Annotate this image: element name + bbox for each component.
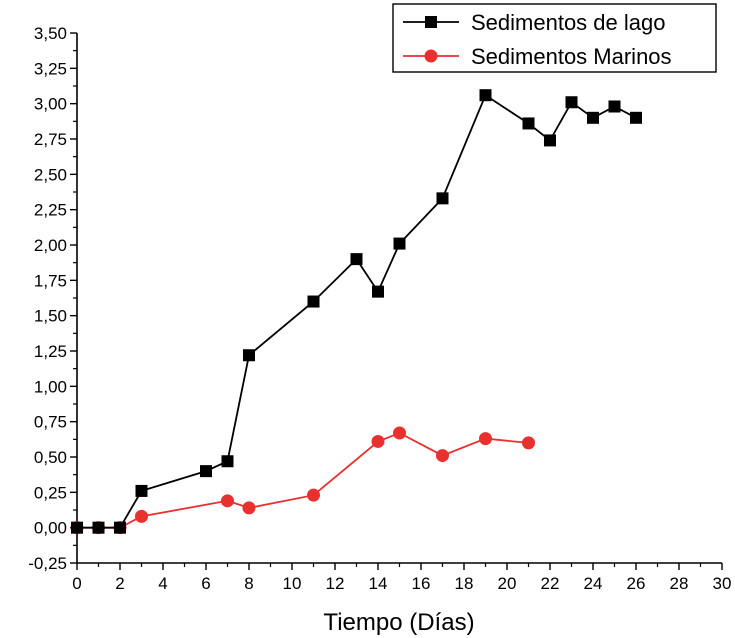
x-tick-label: 18 [455,574,474,593]
data-point [371,434,385,448]
x-tick-label: 24 [584,574,603,593]
data-point [479,432,492,446]
legend-label: Sedimentos de lago [471,10,665,35]
data-point [436,449,449,463]
data-point [221,455,234,468]
y-tick-label: 3,25 [34,59,67,78]
y-tick-label: 0,50 [34,448,67,467]
legend: Sedimentos de lago Sedimentos Marinos [392,3,717,73]
data-point [114,521,126,534]
x-axis-title: Tiempo (Días) [323,609,474,636]
y-tick-label: 3,00 [34,95,67,114]
x-tick-label: 6 [201,574,210,593]
data-point [221,494,234,508]
y-tick-label: 1,50 [34,307,67,326]
x-tick-label: 0 [72,574,81,593]
x-tick-label: 8 [244,574,253,593]
x-tick-label: 20 [498,574,517,593]
series-line [77,93,637,529]
data-point [200,465,212,478]
data-point [135,509,148,523]
data-point [436,192,449,205]
data-point [608,100,621,113]
y-tick-label: 1,25 [34,342,67,361]
data-point [587,111,599,124]
legend-label: Sedimentos Marinos [471,44,672,69]
data-point [92,521,105,534]
x-tick-label: 16 [412,574,431,593]
y-tick-label: 2,00 [34,236,67,255]
series-square [71,89,642,534]
y-tick-label: 1,00 [34,377,67,396]
x-tick-label: 22 [541,574,560,593]
data-point [135,484,148,497]
data-point [479,89,492,102]
y-tick-label: 2,50 [34,165,67,184]
x-tick-label: 26 [627,574,646,593]
data-point [350,253,363,266]
x-tick-label: 30 [713,574,732,593]
data-point [393,426,406,440]
y-tick-label: 0,00 [34,519,67,538]
y-tick-label: 3,50 [34,24,67,43]
axes: -0,25 0,00 0,25 0,50 0,75 1,00 1,25 1,50 1,75 2,0… [28,24,731,593]
x-tick-label: 2 [115,574,124,593]
data-point [522,436,535,450]
x-tick-label: 10 [283,574,302,593]
data-point [243,349,255,362]
y-tick-label: 2,25 [34,201,67,220]
y-tick-label: 2,75 [34,130,67,149]
legend-box [392,3,717,73]
x-tick-label: 12 [326,574,345,593]
y-tick-label: 0,25 [34,483,67,502]
series-circle [70,426,535,535]
data-point [71,521,83,534]
y-tick-label: -0,25 [28,554,67,573]
y-tick-label: 0,75 [34,413,67,432]
data-point [307,488,320,502]
data-point [242,501,256,515]
x-tick-label: 14 [369,574,388,593]
x-tick-label: 4 [158,574,167,593]
legend-marker [425,16,437,28]
data-point [630,111,642,124]
data-point [307,295,320,308]
x-tick-label: 28 [670,574,689,593]
data-point [565,96,578,109]
data-point [393,237,406,250]
y-tick-label: 1,75 [34,271,67,290]
data-point [544,134,556,147]
data-point [522,117,535,130]
series-layer [70,89,642,535]
data-point [372,285,384,298]
legend-marker [424,49,438,63]
